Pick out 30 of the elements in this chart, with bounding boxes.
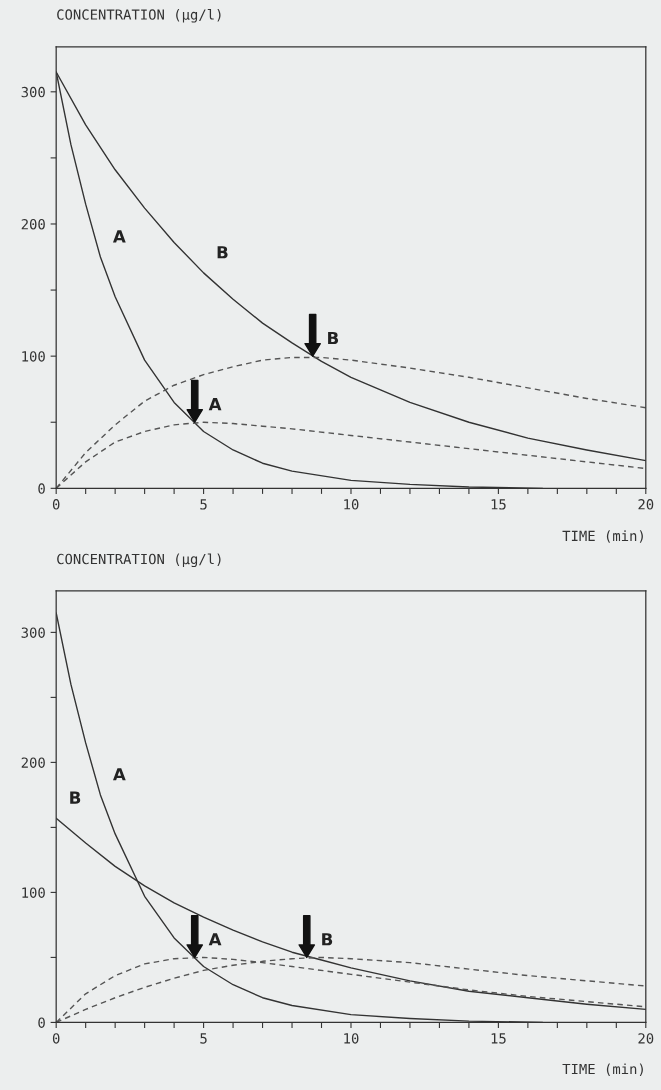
y-tick-label: 100 xyxy=(22,887,45,898)
x-tick-label: 5 xyxy=(200,1033,207,1044)
y-tick-label: 100 xyxy=(22,351,45,362)
y-axis-title: CONCENTRATION (µg/l) xyxy=(57,553,221,568)
series-label: B xyxy=(217,246,228,259)
y-tick-label: 300 xyxy=(21,627,45,638)
x-axis-title: TIME (min) xyxy=(562,530,643,543)
x-tick-label: 20 xyxy=(638,1033,654,1044)
y-tick-label: 200 xyxy=(21,757,45,768)
annotation: B xyxy=(328,331,339,345)
annotation: B xyxy=(322,933,333,946)
y-tick-label: 0 xyxy=(38,1017,45,1028)
y-tick-label: 0 xyxy=(38,483,45,494)
series-label: B xyxy=(70,791,81,804)
x-tick-label: 20 xyxy=(638,499,654,510)
x-axis-title: TIME (min) xyxy=(562,1063,643,1076)
y-axis-title: CONCENTRATION (µg/l) xyxy=(57,8,221,23)
annotation: A xyxy=(208,933,222,946)
x-tick-label: 10 xyxy=(344,499,359,510)
series-label: A xyxy=(112,230,126,243)
x-tick-label: 5 xyxy=(200,499,207,510)
x-tick-label: 15 xyxy=(491,1033,506,1044)
x-tick-label: 15 xyxy=(491,499,506,510)
x-tick-label: 0 xyxy=(52,499,60,510)
y-tick-label: 200 xyxy=(21,218,45,230)
x-tick-label: 10 xyxy=(344,1033,359,1044)
y-tick-label: 300 xyxy=(21,86,45,98)
series-label: A xyxy=(112,768,126,781)
annotation: A xyxy=(208,398,222,411)
x-tick-label: 0 xyxy=(52,1033,60,1044)
